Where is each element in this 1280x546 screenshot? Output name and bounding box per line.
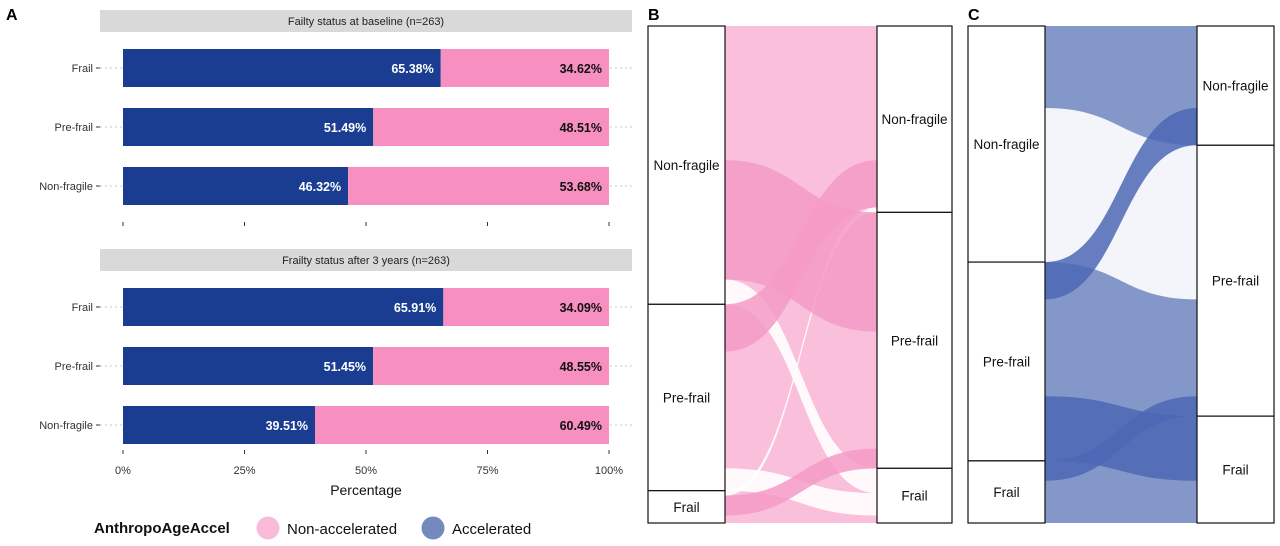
x-tick-label: 100%	[595, 465, 623, 477]
stratum-label: Pre-frail	[983, 354, 1030, 369]
stratum-right	[876, 467, 953, 524]
panel-label-c: C	[968, 7, 980, 24]
stratum-label: Non-fragile	[973, 137, 1039, 152]
bar-non-accelerated	[315, 406, 609, 444]
stratum-left	[967, 25, 1046, 263]
y-tick-label: Pre-frail	[54, 122, 93, 134]
data-label: 53.68%	[560, 180, 602, 194]
panel-c: Non-fragile Pre-frail Frail Non-fragile Pre-…	[967, 25, 1275, 524]
data-label: 48.51%	[560, 121, 602, 135]
data-label: 46.32%	[299, 180, 341, 194]
panel-a: Failty status at baseline (n=263) Frail 65…	[39, 10, 632, 498]
data-label: 51.45%	[324, 360, 366, 374]
stratum-left	[647, 25, 726, 305]
legend-title: AnthropoAgeAccel	[94, 520, 230, 537]
x-tick-label: 25%	[233, 465, 255, 477]
bar-accelerated	[123, 108, 374, 146]
x-tick-label: 50%	[355, 465, 377, 477]
panel-label-b: B	[648, 7, 660, 24]
stratum-label: Non-fragile	[881, 112, 947, 127]
stratum-label: Non-fragile	[1202, 79, 1268, 94]
legend: AnthropoAgeAccel Non-accelerated Accelerat…	[94, 516, 531, 540]
flow-band-highlight	[1045, 396, 1197, 481]
stratum-label: Pre-frail	[663, 391, 710, 406]
facet-title: Frailty status after 3 years (n=263)	[282, 255, 450, 267]
panel-label-a: A	[6, 7, 18, 24]
flow-band-highlight	[1045, 108, 1197, 300]
flow-band	[725, 279, 877, 494]
bar-accelerated	[123, 49, 441, 87]
stratum-label: Frail	[673, 500, 699, 515]
x-tick-label: 75%	[476, 465, 498, 477]
flow-band	[725, 207, 877, 496]
stratum-label: Frail	[1222, 463, 1248, 478]
bar-non-accelerated	[440, 49, 609, 87]
flow-band	[725, 468, 877, 516]
stratum-label: Pre-frail	[891, 333, 938, 348]
facet-title: Failty status at baseline (n=263)	[288, 16, 444, 28]
data-label: 65.38%	[391, 62, 433, 76]
bar-accelerated	[123, 167, 349, 205]
y-tick-label: Non-fragile	[39, 181, 93, 193]
data-label: 34.09%	[560, 301, 602, 315]
data-label: 39.51%	[266, 419, 308, 433]
facet-strip	[100, 10, 632, 32]
stratum-right	[1196, 144, 1275, 417]
y-tick-label: Frail	[72, 63, 93, 75]
data-label: 65.91%	[394, 301, 436, 315]
stratum-right	[876, 25, 953, 213]
bar-accelerated	[123, 406, 316, 444]
stratum-left	[647, 303, 726, 492]
stratum-right	[1196, 25, 1275, 146]
facet-strip	[100, 249, 632, 271]
stratum-label: Non-fragile	[653, 158, 719, 173]
x-tick-label: 0%	[115, 465, 131, 477]
stratum-label: Pre-frail	[1212, 274, 1259, 289]
data-label: 48.55%	[560, 360, 602, 374]
data-label: 51.49%	[324, 121, 366, 135]
legend-key	[256, 516, 280, 540]
stratum-right	[1196, 415, 1275, 524]
stratum-label: Frail	[993, 485, 1019, 500]
bar-accelerated	[123, 347, 374, 385]
flow-band-highlight	[725, 160, 877, 352]
panel-b: Non-fragile Pre-frail Frail Non-fragile Pre-…	[647, 25, 953, 524]
stratum-left	[647, 490, 726, 524]
flow-band-highlight	[725, 448, 877, 516]
legend-label: Accelerated	[452, 521, 531, 538]
data-label: 60.49%	[560, 419, 602, 433]
y-tick-label: Pre-frail	[54, 361, 93, 373]
bar-non-accelerated	[443, 288, 609, 326]
stratum-label: Frail	[901, 489, 927, 504]
stratum-left	[967, 261, 1046, 462]
stratum-right	[876, 211, 953, 469]
stratum-left	[967, 460, 1046, 524]
legend-key	[421, 516, 445, 540]
data-label: 34.62%	[560, 62, 602, 76]
bar-non-accelerated	[373, 108, 609, 146]
x-axis-label: Percentage	[330, 482, 402, 498]
bar-accelerated	[123, 288, 444, 326]
bar-non-accelerated	[348, 167, 609, 205]
bar-non-accelerated	[373, 347, 609, 385]
y-tick-label: Non-fragile	[39, 420, 93, 432]
legend-label: Non-accelerated	[287, 521, 397, 538]
y-tick-label: Frail	[72, 302, 93, 314]
